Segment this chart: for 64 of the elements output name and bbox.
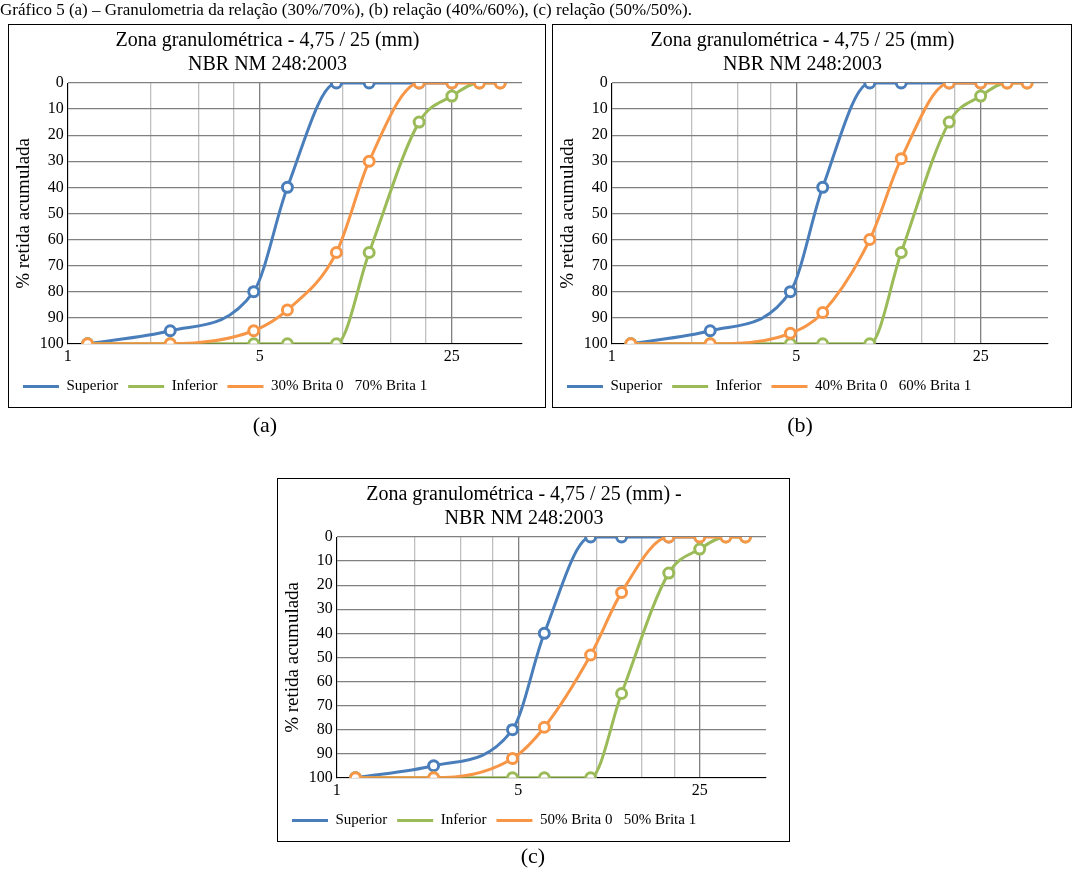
y-tick-label: 0 [599,73,608,91]
x-tick-label: 25 [691,780,708,798]
y-tick-label: 40 [47,177,64,195]
y-tick-label: 40 [316,623,333,641]
y-tick-label: 90 [316,743,333,761]
text: (a) [251,412,279,438]
y-tick-label: 0 [55,73,64,91]
y-tick-label: 50 [316,647,333,665]
chart-title: Zona granulométrica - 4,75 / 25 (mm) [650,28,955,52]
text: (c) [519,843,547,869]
y-tick-label: 10 [47,99,64,117]
chart-subtitle: NBR NM 248:2003 [723,52,882,75]
y-tick-label: 80 [316,719,333,737]
legend-label: Inferior [715,377,762,394]
y-tick-label: 30 [316,599,333,617]
x-tick-label: 5 [255,346,264,364]
y-tick-label: 70 [47,255,64,273]
x-tick-label: 1 [332,780,341,798]
chart-title: Zona granulométrica - 4,75 / 25 (mm) - [366,482,682,506]
y-tick-label: 100 [583,334,608,351]
x-tick-label: 5 [514,780,523,798]
y-tick-label: 100 [39,334,64,351]
y-tick-label: 20 [47,125,64,143]
x-tick-label: 25 [443,346,460,364]
y-axis-title: % retida acumulada [12,137,34,289]
text: (b) [786,412,814,438]
legend-label: Superior [335,811,388,828]
legend-label: 30% Brita 0 70% Brita 1 [270,377,428,394]
y-tick-label: 90 [591,307,608,325]
y-tick-label: 30 [591,151,608,169]
y-tick-label: 10 [591,99,608,117]
x-tick-label: 5 [792,346,801,364]
y-tick-label: 70 [316,695,333,713]
y-tick-label: 80 [591,281,608,299]
y-tick-label: 30 [47,151,64,169]
text: Gráfico 5 (a) – Granulometria da relação (30%/70%), (b) relação (40%/60%), (c) relação (50%/50%). [0,0,693,20]
y-tick-label: 80 [47,281,64,299]
y-axis-title: % retida acumulada [281,581,303,733]
y-tick-label: 90 [47,307,64,325]
x-tick-label: 1 [63,346,72,364]
y-tick-label: 60 [316,671,333,689]
chart-subtitle: NBR NM 248:2003 [188,52,347,75]
y-tick-label: 40 [591,177,608,195]
x-tick-label: 25 [972,346,989,364]
y-tick-label: 0 [324,527,333,545]
y-tick-label: 50 [47,203,64,221]
y-tick-label: 10 [316,551,333,569]
y-tick-label: 50 [591,203,608,221]
legend-label: Inferior [440,811,487,828]
x-tick-label: 1 [607,346,616,364]
y-tick-label: 20 [591,125,608,143]
y-tick-label: 60 [591,229,608,247]
chart-subtitle: NBR NM 248:2003 [444,506,604,529]
chart-title: Zona granulométrica - 4,75 / 25 (mm) [115,28,420,52]
y-tick-label: 60 [47,229,64,247]
legend-label: Superior [610,377,663,394]
legend-label: 50% Brita 0 50% Brita 1 [539,811,697,828]
y-tick-label: 100 [308,768,333,785]
y-axis-title: % retida acumulada [556,137,578,289]
legend-label: Inferior [171,377,218,394]
y-tick-label: 70 [591,255,608,273]
legend-label: 40% Brita 0 60% Brita 1 [814,377,972,394]
legend-label: Superior [66,377,119,394]
y-tick-label: 20 [316,575,333,593]
